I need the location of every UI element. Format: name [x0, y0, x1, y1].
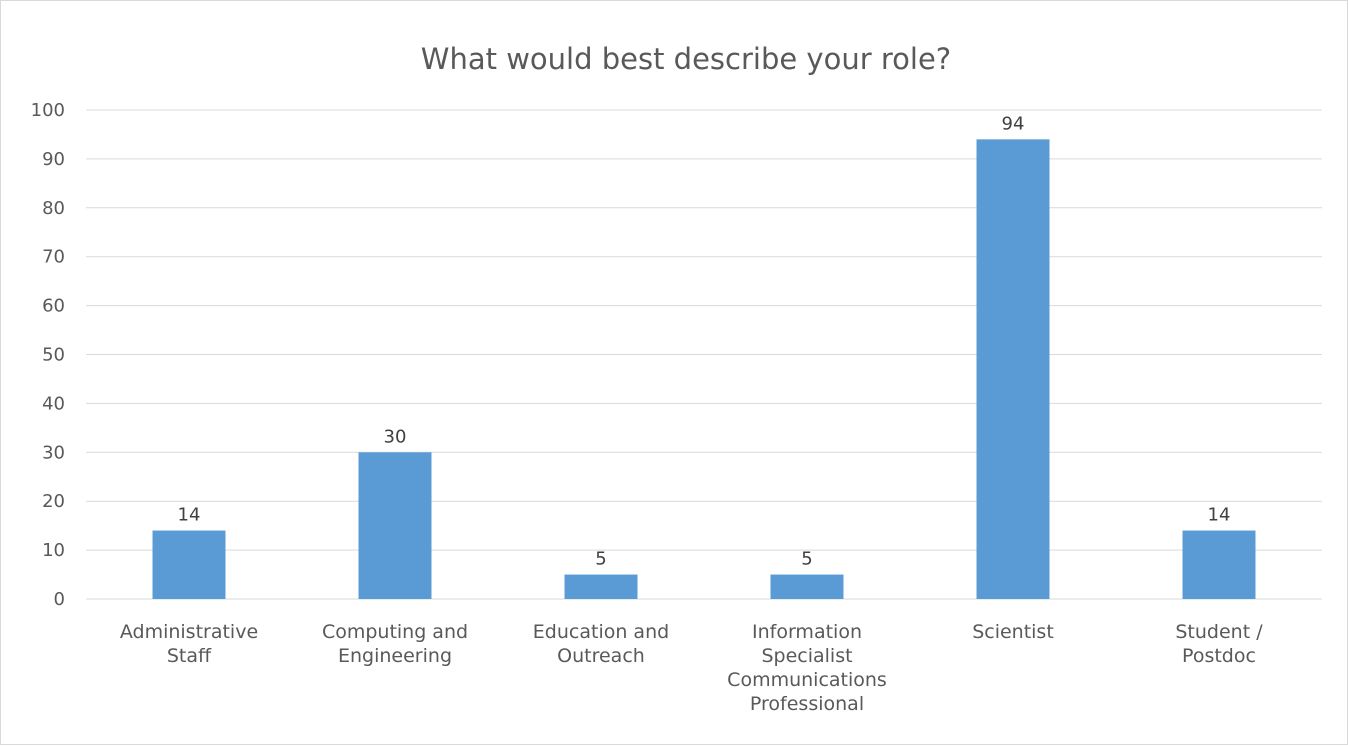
x-category-label-line: Computing and: [322, 621, 468, 643]
x-category-label-line: Communications: [727, 669, 887, 691]
x-axis-categories: Administrative Staff Computing and Engineer…: [120, 621, 1263, 715]
data-labels: 14 30 5 5 94 14: [178, 113, 1231, 569]
x-category-label-line: Professional: [750, 693, 864, 715]
data-label: 94: [1002, 113, 1025, 134]
x-category-label: Information Specialist Communications Profe…: [727, 621, 887, 715]
data-label: 14: [1208, 505, 1231, 526]
y-tick-label: 90: [42, 149, 65, 170]
y-tick-label: 0: [54, 589, 65, 610]
bar: [564, 574, 638, 599]
y-axis-ticks: 0 10 20 30 40 50 60 70 80 90 100: [31, 100, 65, 610]
x-category-label: Administrative Staff: [120, 621, 258, 667]
x-category-label-line: Engineering: [338, 645, 452, 667]
gridlines: [86, 109, 1322, 600]
data-label: 5: [595, 549, 606, 570]
x-category-label-line: Specialist: [761, 645, 852, 667]
y-tick-label: 60: [42, 296, 65, 317]
data-label: 5: [801, 549, 812, 570]
y-tick-label: 40: [42, 393, 65, 414]
bar: [358, 452, 432, 599]
y-tick-label: 100: [31, 100, 65, 121]
y-tick-label: 10: [42, 540, 65, 561]
x-category-label-line: Education and: [533, 621, 669, 643]
x-category-label-line: Postdoc: [1182, 645, 1256, 667]
x-category-label: Scientist: [972, 621, 1054, 643]
chart-title: What would best describe your role?: [421, 42, 951, 76]
y-tick-label: 30: [42, 442, 65, 463]
x-category-label: Computing and Engineering: [322, 621, 468, 667]
bar: [770, 574, 844, 599]
x-category-label-line: Information: [752, 621, 862, 643]
y-tick-label: 50: [42, 345, 65, 366]
x-category-label-line: Scientist: [972, 621, 1054, 643]
x-category-label: Student / Postdoc: [1175, 621, 1263, 667]
y-tick-label: 80: [42, 198, 65, 219]
x-category-label-line: Outreach: [557, 645, 645, 667]
bars: [152, 139, 1256, 599]
bar: [152, 530, 226, 599]
data-label: 14: [178, 505, 201, 526]
x-category-label-line: Administrative: [120, 621, 258, 643]
data-label: 30: [384, 426, 407, 447]
x-category-label: Education and Outreach: [533, 621, 669, 667]
y-tick-label: 70: [42, 247, 65, 268]
bar: [1182, 530, 1256, 599]
x-category-label-line: Student /: [1175, 621, 1263, 643]
bar: [976, 139, 1050, 599]
x-category-label-line: Staff: [167, 645, 212, 667]
y-tick-label: 20: [42, 491, 65, 512]
